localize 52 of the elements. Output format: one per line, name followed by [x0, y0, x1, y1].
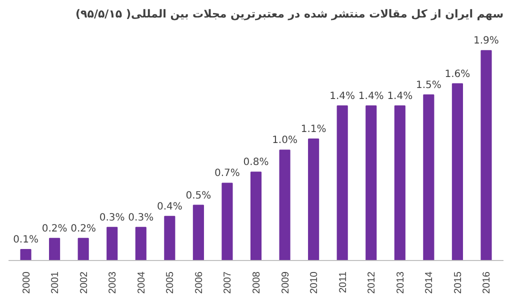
bar: [222, 182, 233, 260]
bar: [423, 94, 434, 260]
x-tick-label: 2007: [222, 271, 234, 294]
data-label: 1.0%: [272, 135, 298, 146]
data-label: 0.2%: [42, 223, 68, 234]
data-label: 1.1%: [300, 124, 326, 136]
bar: [106, 226, 118, 260]
data-label: 0.3%: [99, 212, 125, 224]
x-tick-label: 2010: [309, 271, 320, 294]
bar: [192, 204, 204, 260]
x-tick-label: 2003: [108, 271, 119, 294]
bar: [336, 105, 348, 260]
bar: [78, 238, 89, 260]
data-label: 0.5%: [186, 190, 212, 202]
x-tick-label: 2012: [366, 271, 378, 294]
data-label: 0.1%: [13, 234, 38, 246]
bar: [250, 172, 262, 260]
x-tick-label: 2004: [136, 271, 148, 294]
data-label: 0.7%: [214, 168, 240, 180]
bar: [20, 248, 32, 260]
data-label: 1.9%: [474, 36, 499, 47]
bar: [135, 226, 146, 260]
data-label: 1.4%: [358, 90, 384, 102]
x-tick-label: 2015: [452, 271, 464, 294]
x-tick-label: 2016: [482, 271, 493, 294]
bar: [164, 216, 176, 260]
x-tick-label: 2006: [194, 271, 205, 294]
bar: [279, 150, 290, 260]
bar: [49, 238, 60, 260]
x-tick-label: 2009: [280, 271, 292, 294]
data-label: 1.4%: [330, 90, 356, 102]
bar: [452, 83, 463, 260]
data-label: 0.4%: [156, 201, 182, 212]
data-label: 0.8%: [243, 157, 269, 168]
x-tick-label: 2008: [252, 271, 262, 294]
x-tick-label: 2000: [21, 271, 32, 294]
data-label: 1.5%: [416, 80, 442, 91]
bar: [366, 105, 377, 260]
x-tick-label: 2002: [78, 271, 90, 294]
x-tick-label: 2001: [50, 271, 62, 294]
chart-title: سهم ایران از کل مقالات منتشر شده در معتبرترین مجلات بین المللی( ۹۵/۵/۱۵): [75, 8, 504, 20]
bar: [394, 105, 406, 260]
x-tick-label: 2013: [395, 271, 406, 294]
x-tick-label: 2005: [165, 271, 176, 294]
x-tick-label: 2011: [338, 271, 349, 294]
data-label: 0.3%: [128, 212, 154, 224]
bar: [480, 50, 492, 260]
data-label: 1.6%: [444, 68, 470, 80]
data-label: 1.4%: [387, 90, 413, 102]
bar: [308, 138, 320, 260]
x-tick-label: 2014: [424, 271, 436, 294]
data-label: 0.2%: [70, 223, 96, 234]
